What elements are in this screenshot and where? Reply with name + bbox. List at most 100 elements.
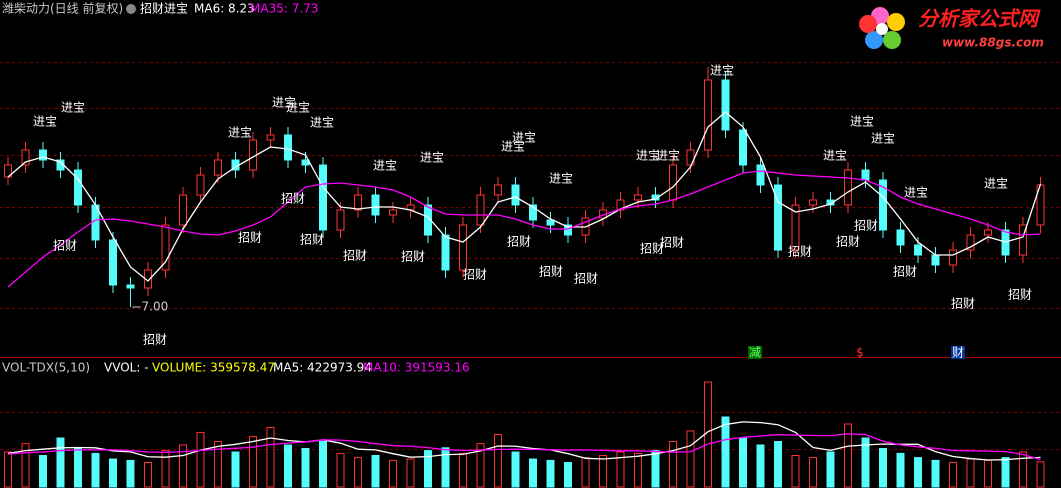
signal-label: 招财 [343, 249, 367, 263]
volume-bar [266, 427, 275, 488]
volume-bar [39, 455, 47, 488]
volume-bar [581, 457, 590, 488]
ma-line [7, 111, 1042, 282]
candle-body [126, 284, 135, 289]
volume-bar [511, 451, 520, 488]
legend-vvol: VVOL: - [104, 361, 149, 375]
signal-label: 进宝 [272, 96, 296, 110]
volume-bar [319, 441, 327, 488]
volume-bar [144, 462, 152, 488]
candle-body [266, 134, 275, 141]
volume-bar [476, 443, 485, 488]
indicator-name: 招财进宝 [140, 2, 188, 16]
stock-title: 潍柴动力(日线 前复权) [2, 1, 123, 16]
signal-label: 招财 [300, 233, 324, 247]
candle-body [826, 199, 835, 206]
candle-body [949, 249, 957, 266]
signal-label: 进宝 [33, 115, 57, 129]
candle-body [476, 194, 485, 226]
candle-body [704, 79, 712, 151]
volume-bar [651, 450, 660, 488]
volume-bar [984, 459, 992, 488]
volume-bar [1036, 461, 1045, 488]
candle-body [634, 194, 642, 201]
candle-body [336, 209, 345, 231]
volume-bar [809, 457, 817, 488]
volume-bar [879, 448, 887, 488]
volume-bar [704, 381, 712, 488]
candle-body [494, 184, 502, 196]
signal-label: 进宝 [228, 126, 252, 140]
legend-ma6: MA6: 8.23 [194, 2, 255, 16]
volume-bar [914, 457, 922, 488]
volume-bar [599, 455, 607, 488]
candle-body [4, 164, 12, 178]
volume-bar [756, 444, 765, 488]
watermark-title: 分析家公式网 [918, 7, 1041, 31]
volume-bar [1019, 451, 1027, 488]
signal-label: 招财 [640, 242, 664, 256]
candle-body [196, 174, 205, 196]
volume-bar [109, 458, 117, 488]
volume-bar [371, 455, 380, 488]
volume-title: VOL-TDX(5,10) [2, 361, 90, 375]
watermark-url: www.88gs.com [942, 36, 1044, 50]
signal-label: 进宝 [823, 149, 847, 163]
legend-volume: VOLUME: 359578.47 [152, 361, 275, 375]
volume-bar [826, 451, 835, 488]
candle-body [319, 164, 327, 231]
signal-label: 招财 [238, 231, 262, 245]
volume-bar [1001, 457, 1010, 488]
candle-body [721, 79, 730, 131]
signal-label: 进宝 [420, 151, 444, 165]
candle-body [616, 199, 625, 211]
volume-bar [4, 451, 12, 488]
volume-bar [91, 452, 100, 488]
volume-bar [966, 458, 975, 488]
ma-line [7, 421, 1041, 461]
volume-bar [74, 448, 82, 488]
volume-bar [441, 447, 450, 488]
signal-label: 进宝 [710, 64, 734, 78]
signal-label: 进宝 [286, 101, 310, 115]
ma-line [7, 433, 1041, 461]
volume-bar [21, 443, 30, 488]
signal-label: 招财 [507, 235, 531, 249]
candle-body [179, 194, 187, 226]
candle-body [284, 134, 292, 161]
candle-body [546, 219, 555, 226]
ma-line [7, 170, 1041, 288]
candle-body [39, 149, 47, 161]
candle-body [214, 159, 222, 176]
candle-body [21, 149, 30, 166]
volume-bar [214, 441, 222, 488]
volume-bar [406, 458, 415, 488]
marker-label: 减 [749, 346, 761, 360]
candle-body [756, 164, 765, 186]
candle-body [791, 204, 800, 251]
watermark-logo: 分析家公式网 www.88gs.com [859, 7, 1044, 50]
signal-label: 招财 [401, 250, 425, 264]
candle-body [669, 164, 677, 201]
flower-center [876, 23, 888, 35]
volume-bar [301, 448, 310, 488]
marker-label: 财 [952, 346, 964, 360]
signal-label: 招财 [951, 297, 975, 311]
legend-ma35: MA35: 7.73 [250, 2, 318, 16]
volume-bar [739, 437, 747, 488]
signal-label: 招财 [574, 272, 598, 286]
signal-label: 招财 [281, 192, 305, 206]
signal-label: 进宝 [656, 149, 680, 163]
signal-label: 进宝 [636, 149, 660, 163]
volume-bar [721, 416, 730, 488]
candle-body [984, 229, 992, 236]
volume-bar [56, 437, 65, 488]
signal-label: 进宝 [373, 159, 397, 173]
marker-label: $ [856, 346, 864, 360]
volume-bar [231, 451, 240, 488]
volume-bar [529, 458, 537, 488]
volume-bar [424, 450, 432, 488]
volume-bar [931, 459, 940, 488]
